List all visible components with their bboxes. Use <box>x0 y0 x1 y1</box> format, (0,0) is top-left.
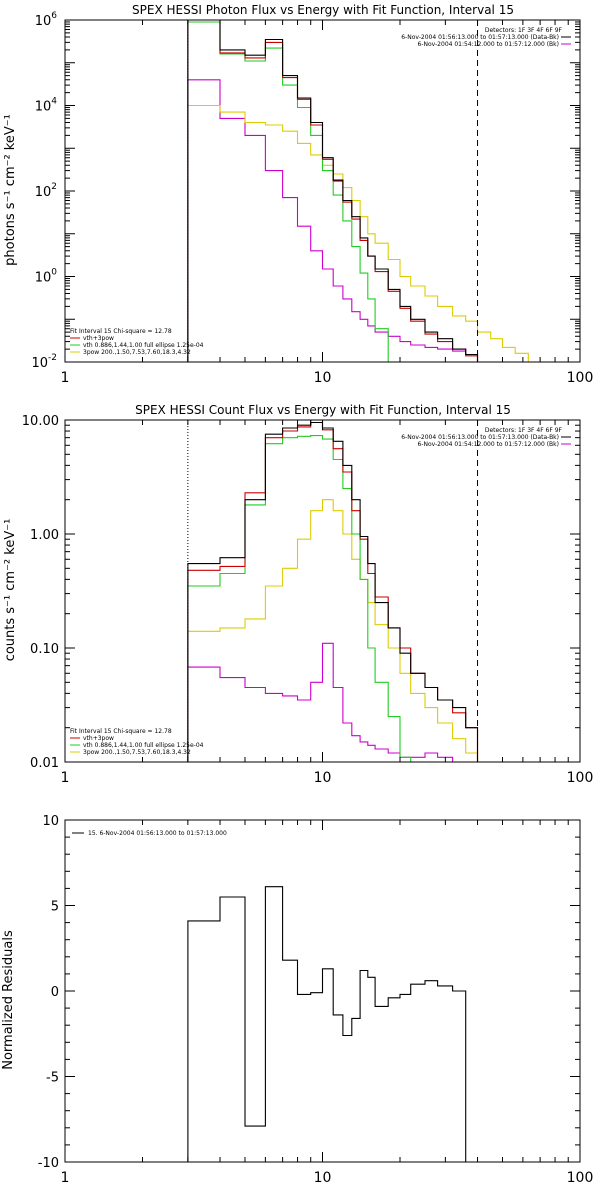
x-tick-label: 1 <box>61 770 70 786</box>
series-bk <box>187 642 478 762</box>
legend-entry-bk: 6-Nov-2004 01:54:12.000 to 01:57:12.000 … <box>417 441 559 448</box>
legend-fit-header: Fit Interval 15 Chi-square = 12.78 <box>70 728 172 735</box>
y-tick-label: 10.00 <box>22 414 59 429</box>
series-vth-3pow <box>187 20 479 362</box>
x-tick-label: 10 <box>314 770 332 786</box>
y-tick-label: -5 <box>46 1071 59 1086</box>
photon-flux-legend-top: Detectors: 1F 3F 4F 6F 9F 6-Nov-2004 01:… <box>401 27 571 48</box>
y-tick-label: -10 <box>38 1156 59 1171</box>
legend-entry-3pow: 3pow 200.,1.50,7.53,7.60,18.3,4.32 <box>83 749 191 756</box>
y-tick-label: 100 <box>35 268 58 286</box>
series-vth <box>187 435 412 762</box>
y-tick-label: 10 <box>42 814 59 829</box>
legend-entry-data: 6-Nov-2004 01:56:13.000 to 01:57:13.000 … <box>401 434 559 441</box>
legend-entry-vth3pow: vth+3pow <box>83 735 114 742</box>
legend-entry-vth: vth 0.886,1.44,1.00 full ellipse 1.25e-0… <box>83 742 204 749</box>
legend-entry-3pow: 3pow 200.,1.50,7.53,7.60,18.3,4.32 <box>83 349 191 356</box>
count-flux-title: SPEX HESSI Count Flux vs Energy with Fit… <box>135 403 511 417</box>
x-tick-label: 100 <box>567 770 594 786</box>
legend-fit-header: Fit Interval 15 Chi-square = 12.78 <box>70 328 172 335</box>
photon-flux-panel: SPEX HESSI Photon Flux vs Energy with Fi… <box>3 3 593 386</box>
photon-flux-y-label: photons s⁻¹ cm⁻² keV⁻¹ <box>3 114 18 266</box>
x-tick-label: 1 <box>61 370 70 386</box>
x-tick-label: 10 <box>314 370 332 386</box>
photon-flux-title: SPEX HESSI Photon Flux vs Energy with Fi… <box>132 3 514 17</box>
photon-flux-legend-bottom: Fit Interval 15 Chi-square = 12.78 vth+3… <box>70 328 204 356</box>
x-tick-label: 1 <box>61 1170 70 1186</box>
y-tick-label: 104 <box>35 97 58 115</box>
legend-entry-data: 6-Nov-2004 01:56:13.000 to 01:57:13.000 … <box>401 34 559 41</box>
series-data <box>187 421 479 762</box>
residuals-y-label: Normalized Residuals <box>1 930 16 1070</box>
count-flux-y-label: counts s⁻¹ cm⁻² keV⁻¹ <box>3 519 18 662</box>
x-tick-label: 100 <box>567 1170 594 1186</box>
y-tick-label: 0.01 <box>30 756 59 771</box>
series-data <box>187 20 479 362</box>
y-tick-label: 5 <box>51 900 59 915</box>
count-flux-legend-bottom: Fit Interval 15 Chi-square = 12.78 vth+3… <box>70 728 204 756</box>
count-flux-panel: SPEX HESSI Count Flux vs Energy with Fit… <box>3 403 593 786</box>
legend-entry-bk: 6-Nov-2004 01:54:12.000 to 01:57:12.000 … <box>417 41 559 48</box>
y-tick-label: 0 <box>51 985 59 1000</box>
series-vth <box>187 21 411 362</box>
legend-header: Detectors: 1F 3F 4F 6F 9F <box>485 427 563 434</box>
series-bk <box>187 79 479 362</box>
x-tick-label: 100 <box>567 370 594 386</box>
series-15-6-nov-2004-01-56-13-000-to-01-57-13-0 <box>187 886 467 1162</box>
legend-header: Detectors: 1F 3F 4F 6F 9F <box>485 27 563 34</box>
series-3pow <box>187 104 541 362</box>
y-tick-label: 102 <box>35 182 57 200</box>
legend-entry-vth: vth 0.886,1.44,1.00 full ellipse 1.25e-0… <box>83 342 204 349</box>
y-tick-label: 106 <box>35 11 58 29</box>
y-tick-label: 10-2 <box>31 353 57 371</box>
count-flux-legend-top: Detectors: 1F 3F 4F 6F 9F 6-Nov-2004 01:… <box>401 427 571 448</box>
y-tick-label: 0.10 <box>30 642 59 657</box>
residuals-legend: 15. 6-Nov-2004 01:56:13.000 to 01:57:13.… <box>72 830 227 837</box>
residuals-panel: Normalized Residuals 1 10 100 -10 -5 0 5 10 15.… <box>1 814 593 1186</box>
legend-entry-interval: 15. 6-Nov-2004 01:56:13.000 to 01:57:13.… <box>88 830 227 837</box>
legend-entry-vth3pow: vth+3pow <box>83 335 114 342</box>
x-tick-label: 10 <box>314 1170 332 1186</box>
y-tick-label: 1.00 <box>30 528 59 543</box>
